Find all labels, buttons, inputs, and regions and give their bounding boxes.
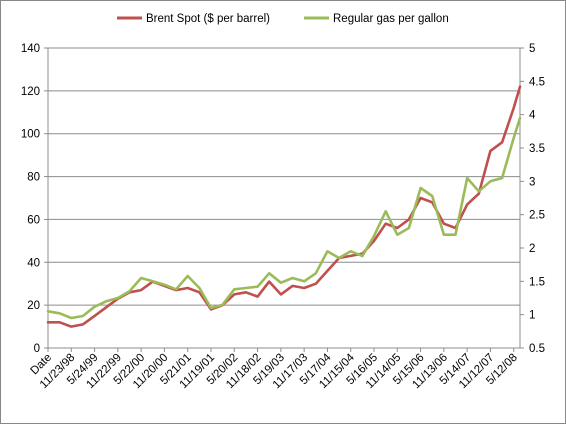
right-y-tick-label: 2.5 bbox=[529, 210, 545, 222]
gridlines bbox=[48, 47, 520, 306]
right-y-tick-label: 4.5 bbox=[529, 76, 545, 88]
series-line-brent-spot bbox=[46, 85, 522, 328]
left-y-tick-label: 60 bbox=[27, 214, 40, 226]
series-line-regular-gas bbox=[46, 116, 522, 320]
legend-label-brent-spot: Brent Spot ($ per barrel) bbox=[146, 13, 270, 25]
right-y-tick-label: 3 bbox=[529, 176, 535, 188]
axes bbox=[44, 47, 524, 352]
right-y-tick-label: 5 bbox=[529, 43, 535, 55]
legend-label-regular-gas: Regular gas per gallon bbox=[333, 13, 449, 25]
left-y-tick-labels: 0 20 40 60 80 100 120 140 bbox=[21, 43, 40, 355]
left-y-tick-label: 140 bbox=[21, 43, 40, 55]
left-y-tick-label: 40 bbox=[27, 257, 40, 269]
left-y-tick-label: 0 bbox=[34, 343, 40, 355]
right-y-tick-labels: 0.5 1 1.5 2 2.5 3 3.5 4 4.5 5 bbox=[529, 43, 545, 355]
right-y-tick-label: 2 bbox=[529, 243, 535, 255]
legend: Brent Spot ($ per barrel) Regular gas per… bbox=[117, 13, 449, 25]
x-tick-labels: Date11/23/985/24/9911/22/995/22/0011/20/… bbox=[28, 351, 519, 391]
right-y-tick-label: 0.5 bbox=[529, 343, 545, 355]
right-y-tick-label: 4 bbox=[529, 110, 536, 122]
left-y-tick-label: 20 bbox=[27, 300, 40, 312]
left-y-tick-label: 120 bbox=[21, 86, 40, 98]
right-y-tick-label: 3.5 bbox=[529, 143, 545, 155]
right-y-tick-label: 1.5 bbox=[529, 276, 545, 288]
left-y-tick-label: 100 bbox=[21, 129, 40, 141]
right-y-tick-label: 1 bbox=[529, 310, 535, 322]
left-y-tick-label: 80 bbox=[27, 172, 40, 184]
series-lines bbox=[46, 85, 522, 328]
